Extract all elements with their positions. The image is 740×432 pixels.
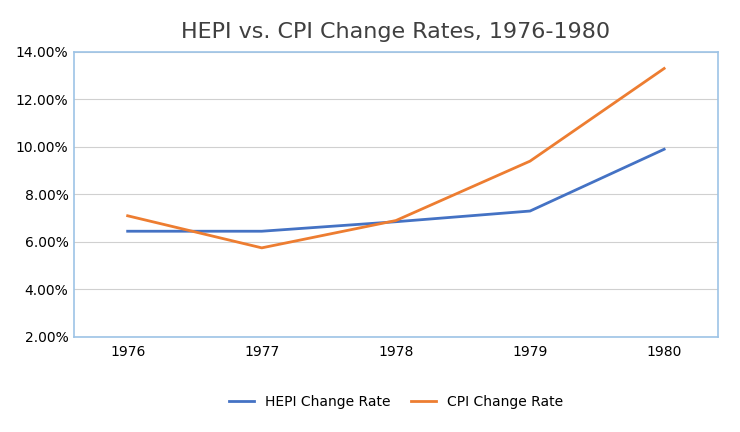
CPI Change Rate (660, 66, 669, 71)
HEPI Change Rate (391, 219, 400, 224)
CPI Change Rate (258, 245, 266, 251)
HEPI Change Rate (525, 209, 534, 214)
CPI Change Rate (525, 159, 534, 164)
HEPI Change Rate (258, 229, 266, 234)
Line: HEPI Change Rate: HEPI Change Rate (128, 149, 665, 231)
CPI Change Rate (124, 213, 132, 219)
CPI Change Rate (391, 218, 400, 223)
HEPI Change Rate (660, 147, 669, 152)
HEPI Change Rate (124, 229, 132, 234)
Legend: HEPI Change Rate, CPI Change Rate: HEPI Change Rate, CPI Change Rate (229, 395, 563, 409)
Line: CPI Change Rate: CPI Change Rate (128, 69, 665, 248)
Title: HEPI vs. CPI Change Rates, 1976-1980: HEPI vs. CPI Change Rates, 1976-1980 (181, 22, 610, 42)
